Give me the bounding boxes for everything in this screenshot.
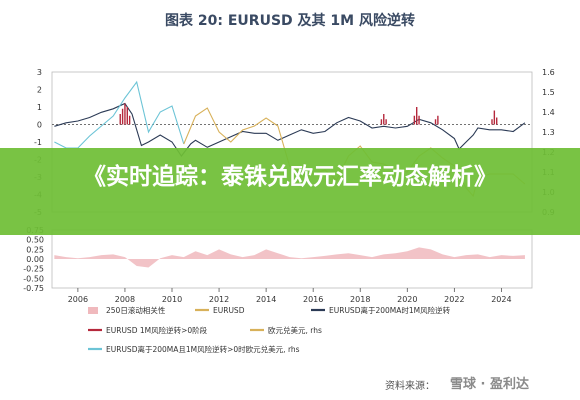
lower-y-tick-label: -0.75 <box>23 284 44 293</box>
legend-swatch <box>88 307 98 314</box>
y-left-tick-label: 2 <box>37 86 42 95</box>
y-right-tick-label: 1.4 <box>542 108 555 117</box>
lower-y-tick-label: 0.25 <box>26 245 44 254</box>
legend-label: EURUSD <box>213 306 245 315</box>
x-tick-label: 2014 <box>256 295 276 304</box>
legend-label: EURUSD 1M风险逆转>0阶段 <box>106 325 208 335</box>
y-left-tick-label: 3 <box>37 68 42 77</box>
source-label: 资料来源： <box>385 381 435 392</box>
lower-y-tick-label: -0.25 <box>23 265 44 274</box>
y-right-tick-label: 1.3 <box>542 128 555 137</box>
x-tick-label: 2022 <box>444 295 464 304</box>
x-tick-label: 2024 <box>491 295 511 304</box>
lower-y-tick-label: -0.50 <box>23 274 44 283</box>
series-line-0 <box>54 102 526 157</box>
lower-y-tick-label: 0.00 <box>26 255 44 264</box>
y-left-tick-label: -1 <box>34 138 42 147</box>
legend-label: EURUSD离于200MA时1M风险逆转 <box>329 305 451 315</box>
y-left-tick-label: 1 <box>37 103 42 112</box>
y-right-tick-label: 1.6 <box>542 68 555 77</box>
x-tick-label: 2020 <box>397 295 417 304</box>
headline-text: 《实时追踪：泰铢兑欧元汇率动态解析》 <box>83 164 497 190</box>
legend-label: 欧元兑美元, rhs <box>268 325 322 335</box>
x-tick-label: 2008 <box>115 295 135 304</box>
watermark: 雪球 · 盈利达 <box>450 377 529 392</box>
legend-label: EURUSD离于200MA且1M风险逆转>0时欧元兑美元, rhs <box>106 344 300 354</box>
chart-title: 图表 20: EURUSD 及其 1M 风险逆转 <box>165 13 415 29</box>
x-tick-label: 2012 <box>209 295 229 304</box>
x-tick-label: 2018 <box>350 295 370 304</box>
y-left-tick-label: 0 <box>37 121 42 130</box>
x-tick-label: 2016 <box>303 295 323 304</box>
x-tick-label: 2010 <box>162 295 182 304</box>
headline-banner: 《实时追踪：泰铢兑欧元汇率动态解析》 <box>0 148 580 235</box>
legend-label: 250日滚动相关性 <box>106 305 166 315</box>
correlation-area <box>54 247 525 268</box>
lower-y-tick-label: 0.50 <box>26 236 44 245</box>
x-tick-label: 2006 <box>68 295 88 304</box>
y-right-tick-label: 1.5 <box>542 88 555 97</box>
